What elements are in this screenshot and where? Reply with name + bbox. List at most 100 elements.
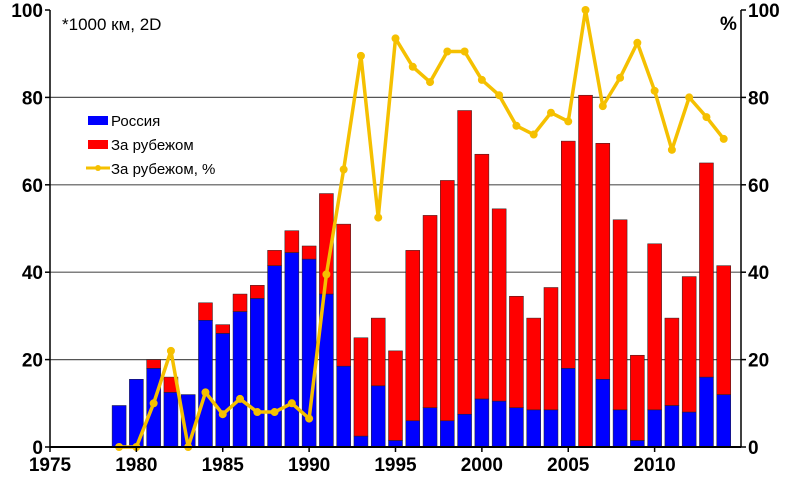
percent-point bbox=[685, 93, 694, 102]
percent-point bbox=[270, 408, 279, 417]
legend-swatch-abroad bbox=[88, 140, 108, 149]
y-tick-label: 0 bbox=[32, 438, 43, 459]
bar-abroad bbox=[388, 350, 403, 441]
axes: 0 20 40 60 80 100 0 20 40 60 80 100 1975 1980 1985 1990… bbox=[11, 1, 779, 476]
percent-point bbox=[426, 78, 435, 87]
bar-abroad bbox=[301, 245, 317, 260]
bar-russia bbox=[405, 420, 421, 448]
bar-abroad bbox=[250, 285, 265, 299]
bar-abroad bbox=[353, 337, 369, 437]
bar-russia bbox=[699, 376, 714, 448]
percent-point bbox=[460, 47, 469, 56]
percent-point bbox=[529, 130, 538, 139]
bar-abroad bbox=[612, 219, 628, 411]
percent-point bbox=[322, 270, 331, 279]
bar-russia bbox=[595, 379, 611, 448]
bar-russia bbox=[370, 385, 386, 448]
y-tick-label: 60 bbox=[22, 176, 43, 197]
bar-abroad bbox=[491, 208, 507, 402]
percent-point bbox=[564, 117, 573, 126]
bar-abroad bbox=[267, 250, 282, 266]
bar-russia bbox=[509, 407, 524, 448]
bar-russia bbox=[543, 409, 559, 448]
bar-abroad bbox=[232, 293, 248, 312]
bar-russia bbox=[440, 420, 455, 448]
bar-russia bbox=[232, 311, 248, 448]
bar-abroad bbox=[543, 287, 559, 411]
percent-line bbox=[115, 6, 728, 451]
percent-point bbox=[201, 388, 210, 397]
x-tick-label: 1980 bbox=[115, 455, 157, 476]
y2-tick-label: 0 bbox=[748, 438, 759, 459]
x-tick-label: 2005 bbox=[547, 455, 590, 476]
bar-russia bbox=[647, 409, 662, 448]
bar-abroad bbox=[630, 354, 645, 441]
bar-abroad bbox=[319, 193, 334, 295]
percent-point bbox=[443, 47, 452, 56]
bar-abroad bbox=[336, 223, 351, 367]
legend: Россия За рубежом За рубежом, % bbox=[86, 113, 215, 178]
y2-tick-label: 60 bbox=[748, 176, 769, 197]
bar-abroad bbox=[440, 180, 455, 422]
bar-russia bbox=[163, 392, 179, 448]
bar-abroad bbox=[146, 359, 161, 369]
bar-abroad bbox=[474, 153, 490, 400]
percent-point bbox=[408, 62, 417, 71]
y-tick-label: 40 bbox=[22, 263, 43, 284]
percent-point bbox=[287, 399, 296, 408]
percent-point bbox=[149, 399, 158, 408]
x-tick-label: 1995 bbox=[374, 455, 417, 476]
percent-point bbox=[650, 86, 659, 95]
bar-abroad bbox=[561, 140, 576, 369]
bar-abroad bbox=[578, 94, 593, 448]
bars bbox=[111, 94, 731, 448]
bar-russia bbox=[353, 435, 369, 448]
percent-point bbox=[339, 165, 348, 174]
legend-marker-percent bbox=[95, 165, 101, 171]
legend-swatch-russia bbox=[88, 116, 108, 125]
bar-russia bbox=[681, 411, 697, 448]
percent-point bbox=[166, 346, 175, 355]
percent-point bbox=[633, 38, 642, 47]
bar-russia bbox=[526, 409, 541, 448]
x-tick-label: 2010 bbox=[633, 455, 675, 476]
percent-point bbox=[391, 34, 400, 43]
bar-russia bbox=[336, 365, 351, 448]
bar-russia bbox=[111, 405, 127, 448]
bar-russia bbox=[215, 333, 230, 448]
bar-abroad bbox=[215, 324, 230, 334]
bar-abroad bbox=[284, 230, 300, 253]
bar-abroad bbox=[509, 295, 524, 408]
y2-tick-label: 100 bbox=[748, 1, 780, 22]
bar-abroad bbox=[699, 162, 714, 378]
bar-russia bbox=[250, 298, 265, 448]
bar-russia bbox=[457, 413, 472, 448]
bar-russia bbox=[474, 398, 490, 448]
right-axis-label: % bbox=[720, 14, 737, 35]
x-tick-label: 1985 bbox=[202, 455, 245, 476]
percent-line-path bbox=[119, 8, 726, 449]
bar-russia bbox=[612, 409, 628, 448]
bar-russia bbox=[716, 394, 731, 448]
bar-russia bbox=[561, 368, 576, 448]
legend-label-russia: Россия bbox=[111, 113, 160, 130]
y-tick-label: 100 bbox=[11, 1, 43, 22]
percent-point bbox=[253, 408, 262, 417]
legend-label-abroad: За рубежом bbox=[111, 137, 194, 154]
bar-abroad bbox=[716, 265, 731, 395]
y-tick-label: 80 bbox=[22, 88, 43, 109]
percent-point bbox=[702, 113, 711, 122]
percent-point bbox=[616, 73, 625, 82]
bar-abroad bbox=[647, 243, 662, 411]
bar-abroad bbox=[664, 317, 680, 406]
percent-point bbox=[374, 213, 383, 222]
bar-russia bbox=[267, 265, 282, 448]
percent-point bbox=[546, 108, 555, 117]
bar-russia bbox=[491, 400, 507, 448]
y2-tick-label: 20 bbox=[748, 351, 769, 372]
legend-label-percent: За рубежом, % bbox=[111, 161, 215, 178]
units-annotation: *1000 км, 2D bbox=[62, 15, 161, 34]
bar-abroad bbox=[526, 317, 541, 411]
percent-point bbox=[495, 91, 504, 100]
